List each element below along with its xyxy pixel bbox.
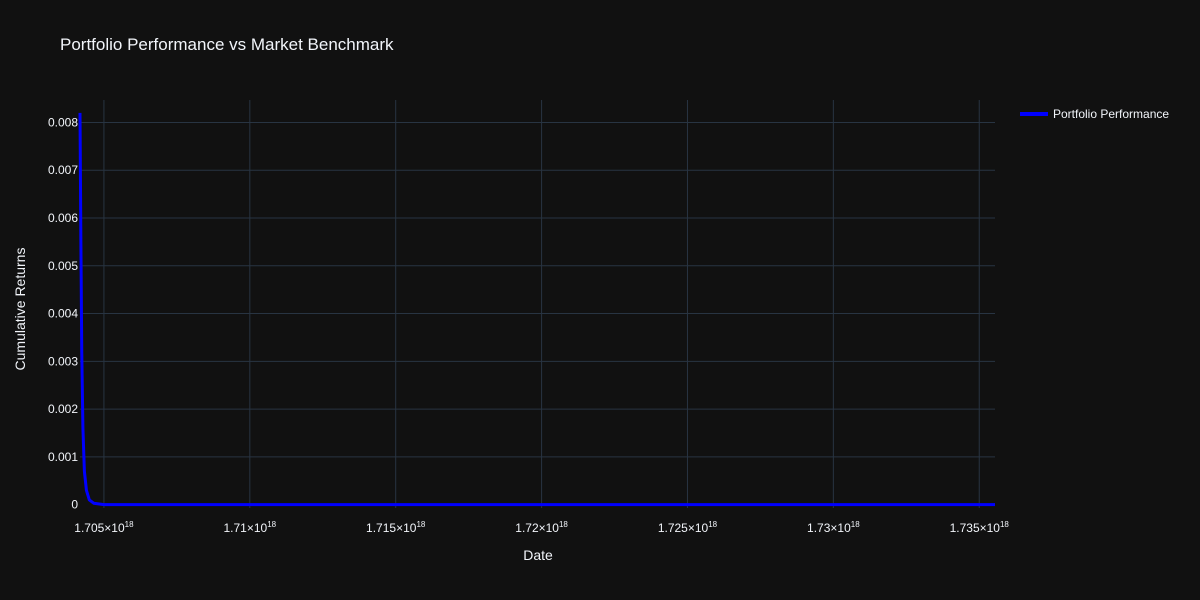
x-tick-label: 1.72×1018 bbox=[515, 520, 568, 535]
x-tick-label: 1.715×1018 bbox=[366, 520, 426, 535]
x-axis-ticks: 1.705×1018 1.71×1018 1.715×1018 1.72×1018 1.… bbox=[74, 520, 1009, 535]
x-tick-label: 1.705×1018 bbox=[74, 520, 134, 535]
legend[interactable]: Portfolio Performance bbox=[1020, 107, 1169, 121]
chart-title: Portfolio Performance vs Market Benchmar… bbox=[60, 35, 394, 54]
y-tick-label: 0.004 bbox=[48, 307, 78, 321]
y-tick-label: 0.003 bbox=[48, 354, 78, 368]
series-line-portfolio-performance bbox=[78, 112, 995, 507]
y-tick-label: 0.005 bbox=[48, 259, 78, 273]
x-tick-label: 1.735×1018 bbox=[950, 520, 1010, 535]
y-tick-label: 0.008 bbox=[48, 115, 78, 129]
grid bbox=[80, 100, 995, 508]
y-tick-label: 0 bbox=[71, 498, 78, 512]
y-axis-ticks: 0 0.001 0.002 0.003 0.004 0.005 0.006 0.007 0.00… bbox=[48, 115, 78, 511]
x-tick-label: 1.73×1018 bbox=[807, 520, 860, 535]
x-axis-title: Date bbox=[523, 547, 553, 563]
x-tick-label: 1.71×1018 bbox=[223, 520, 276, 535]
x-tick-label: 1.725×1018 bbox=[658, 520, 718, 535]
series-layer bbox=[78, 112, 995, 507]
y-tick-label: 0.007 bbox=[48, 163, 78, 177]
y-axis-title: Cumulative Returns bbox=[12, 248, 28, 371]
legend-item-portfolio-performance: Portfolio Performance bbox=[1053, 107, 1169, 121]
y-tick-label: 0.001 bbox=[48, 450, 78, 464]
y-tick-label: 0.002 bbox=[48, 402, 78, 416]
y-tick-label: 0.006 bbox=[48, 211, 78, 225]
